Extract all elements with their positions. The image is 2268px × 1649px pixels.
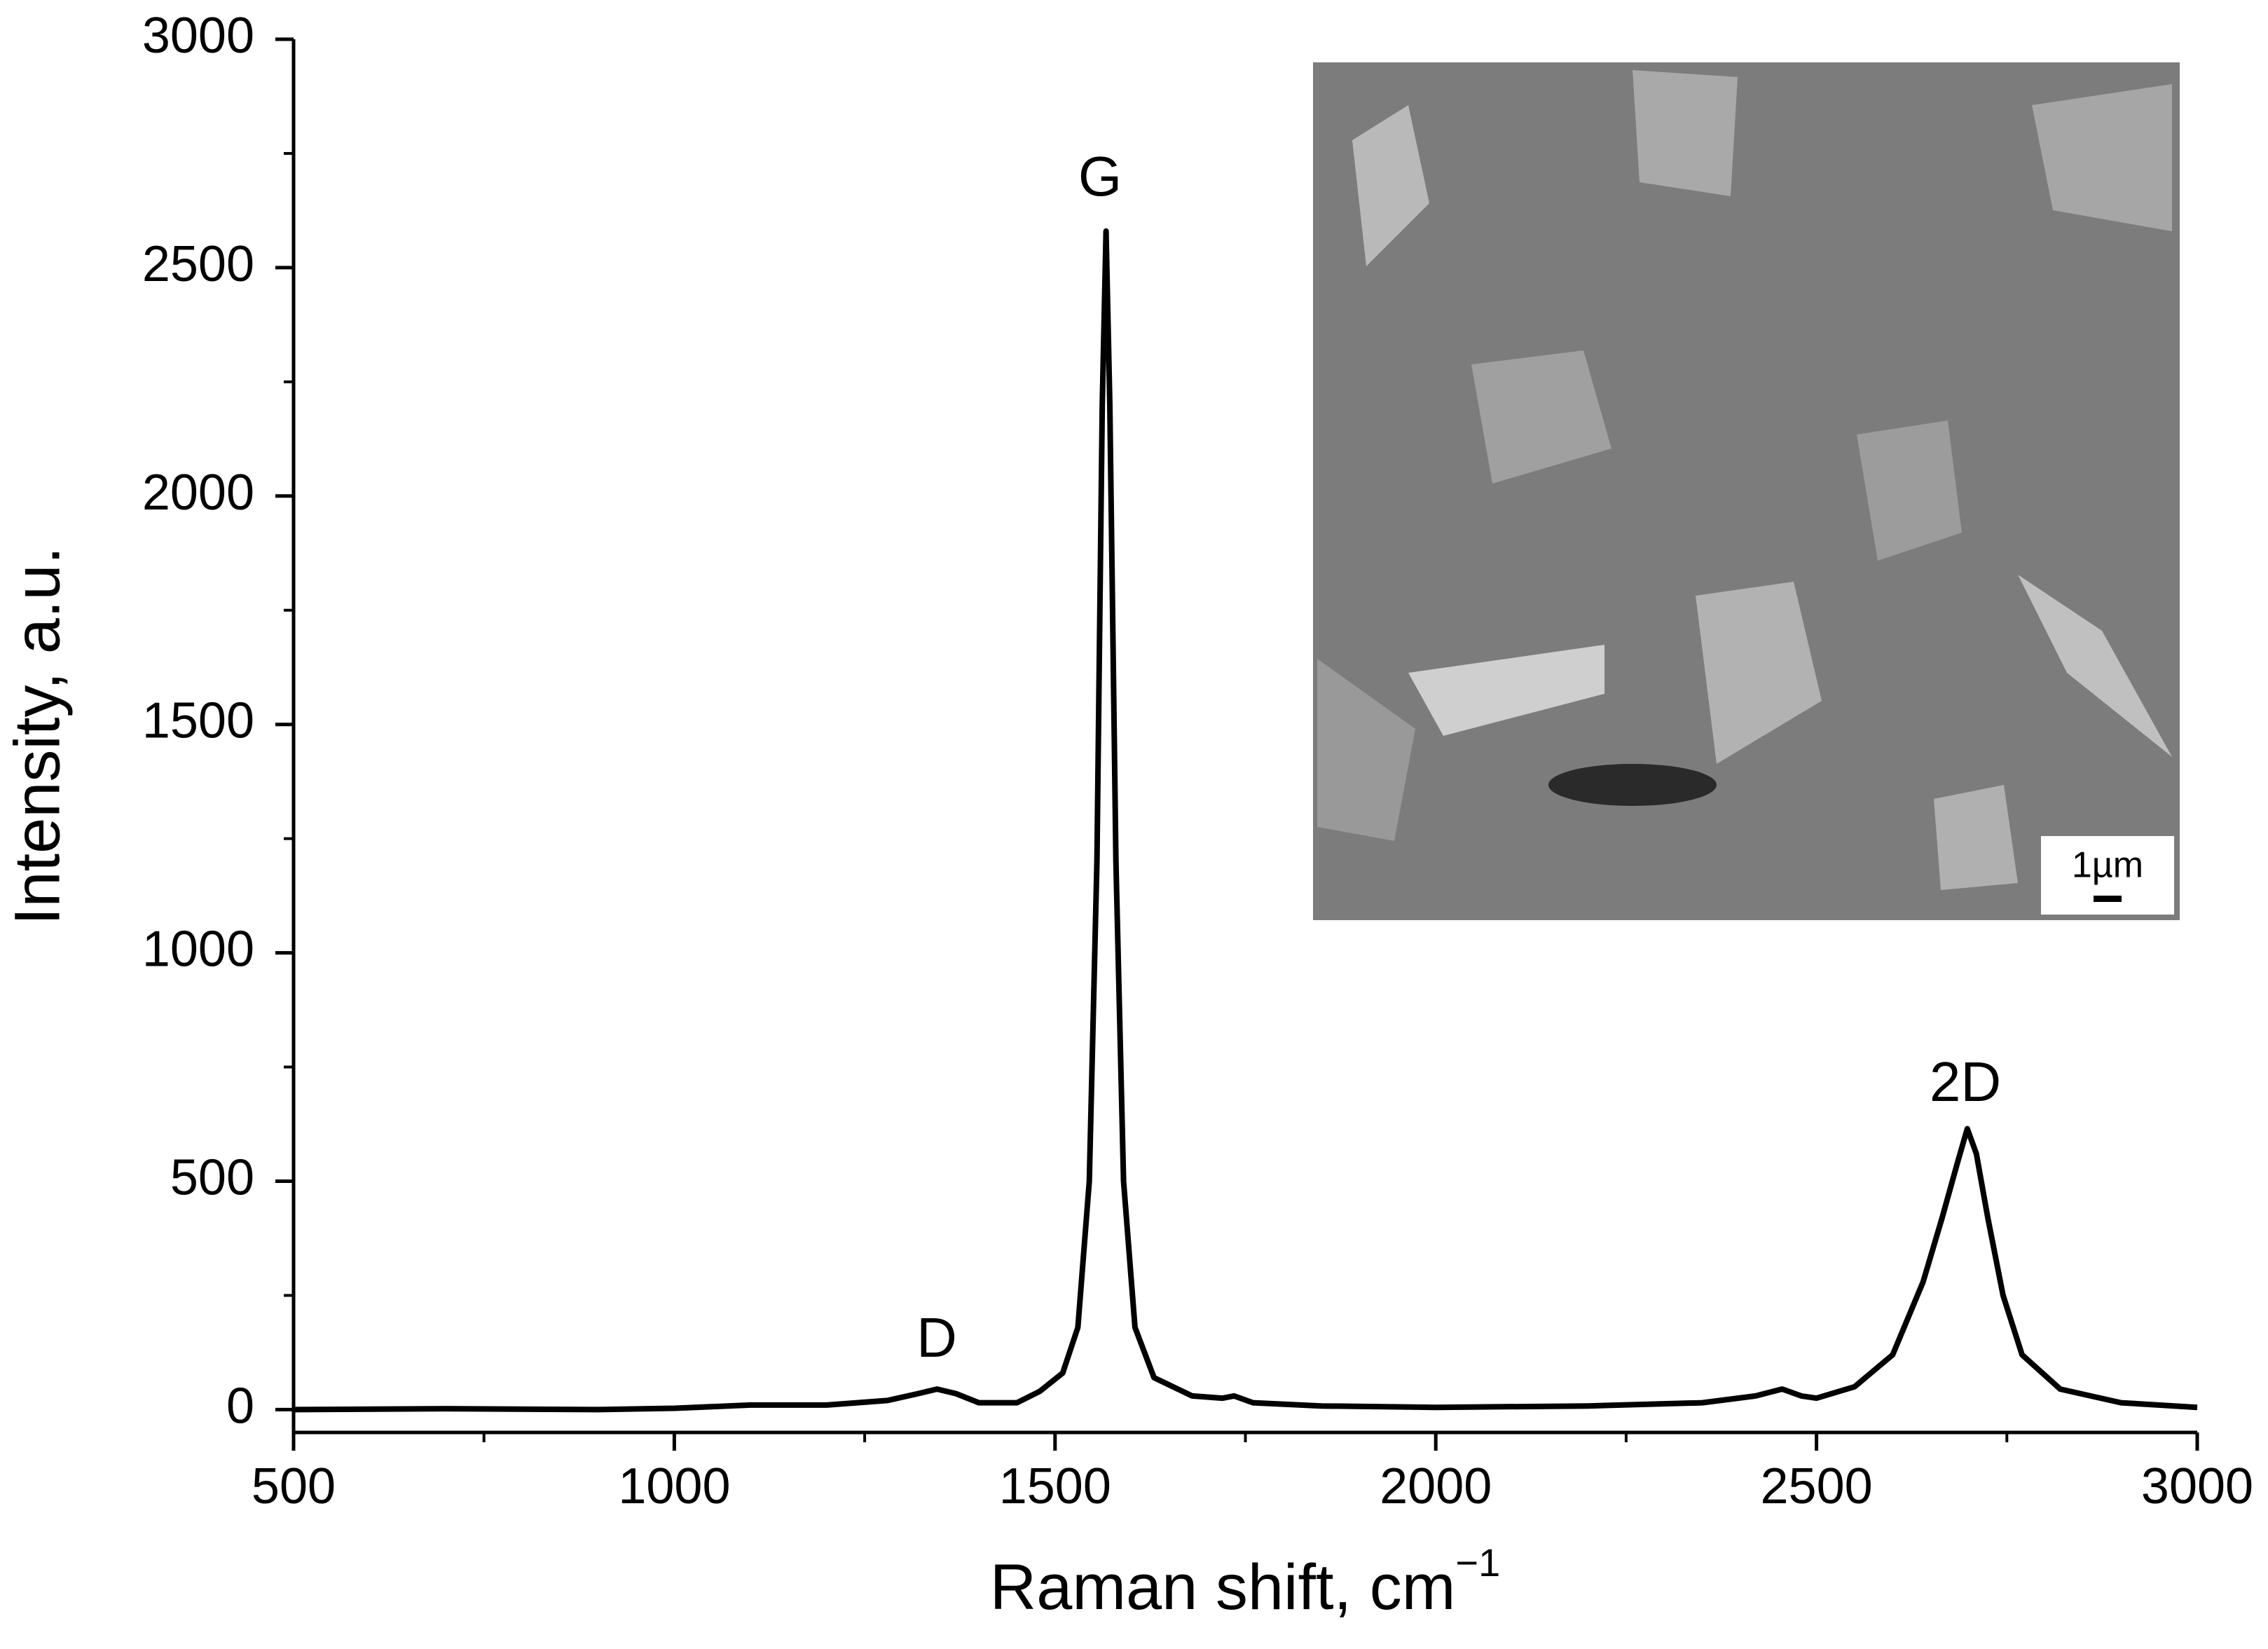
x-tick-label: 2000	[1380, 1458, 1492, 1514]
x-axis-label: Raman shift, cm−1	[990, 1540, 1500, 1624]
flake	[2032, 84, 2172, 231]
x-tick-label: 500	[252, 1458, 336, 1514]
inset-image	[1313, 62, 2180, 920]
x-tick-label: 2500	[1761, 1458, 1873, 1514]
y-axis-label: Intensity, a.u.	[1, 547, 73, 925]
flake	[1352, 105, 1429, 266]
x-tick-label: 1500	[999, 1458, 1111, 1514]
y-tick-label: 1000	[142, 922, 254, 978]
flake	[1857, 420, 1962, 561]
peak-label: D	[916, 1306, 957, 1369]
peak-label: G	[1078, 145, 1122, 207]
x-tick-label: 1000	[618, 1458, 730, 1514]
flake	[1633, 70, 1738, 196]
shadow	[1548, 764, 1717, 806]
scale-label: 1µm	[2072, 845, 2143, 886]
y-tick-label: 1500	[142, 693, 254, 749]
flake	[1471, 350, 1611, 484]
x-axis-label-sup: −1	[1455, 1540, 1500, 1585]
flake	[1696, 582, 1822, 764]
peak-label: 2D	[1930, 1051, 2001, 1113]
y-tick-label: 2000	[142, 465, 254, 521]
x-axis-label-text: Raman shift, cm	[990, 1552, 1456, 1623]
sem-inset: 1µm	[1313, 62, 2180, 920]
flake	[1934, 785, 2018, 890]
flake	[1408, 645, 1604, 736]
x-tick-label: 3000	[2141, 1458, 2253, 1514]
flake	[1317, 659, 1415, 841]
y-tick-label: 500	[170, 1150, 254, 1206]
y-tick-label: 0	[226, 1378, 254, 1434]
y-tick-label: 3000	[142, 8, 254, 64]
y-tick-label: 2500	[142, 236, 254, 292]
flake	[2018, 575, 2172, 757]
scale-bar	[2094, 896, 2122, 902]
spectrum-line	[293, 228, 2198, 1413]
